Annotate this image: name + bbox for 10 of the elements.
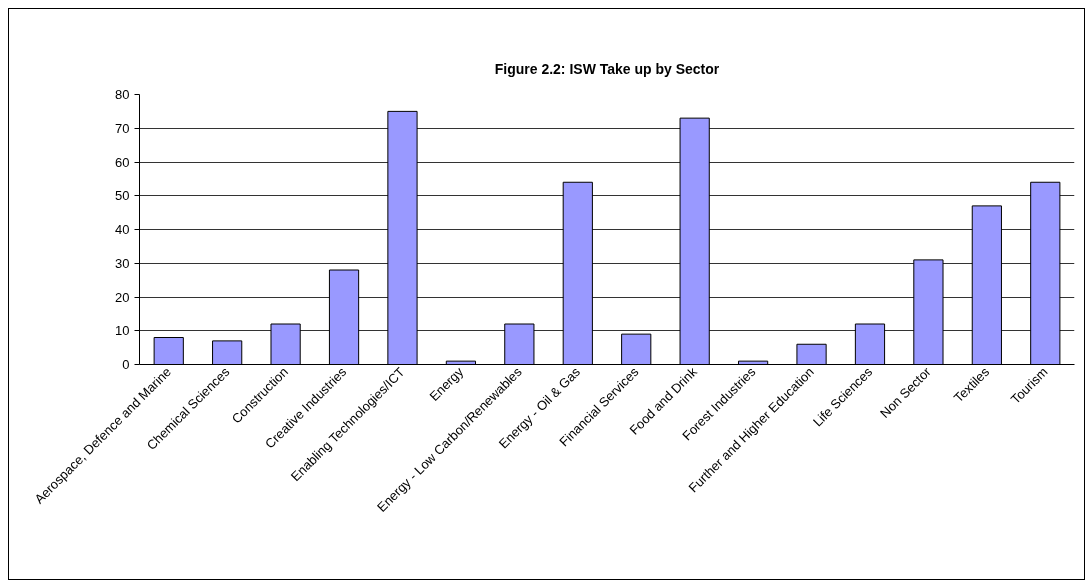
y-tick-label: 80 [115, 87, 130, 102]
chart-title: Figure 2.2: ISW Take up by Sector [494, 61, 720, 77]
y-tick-label: 50 [115, 188, 130, 204]
y-tick-label: 10 [115, 323, 130, 339]
y-tick-label: 60 [115, 154, 130, 170]
y-tick-label: 70 [115, 120, 130, 136]
y-tick-label: 20 [115, 289, 130, 305]
y-tick-label: 40 [115, 222, 130, 237]
y-tick-label: 30 [115, 255, 130, 271]
y-tick-label: 0 [122, 357, 130, 372]
